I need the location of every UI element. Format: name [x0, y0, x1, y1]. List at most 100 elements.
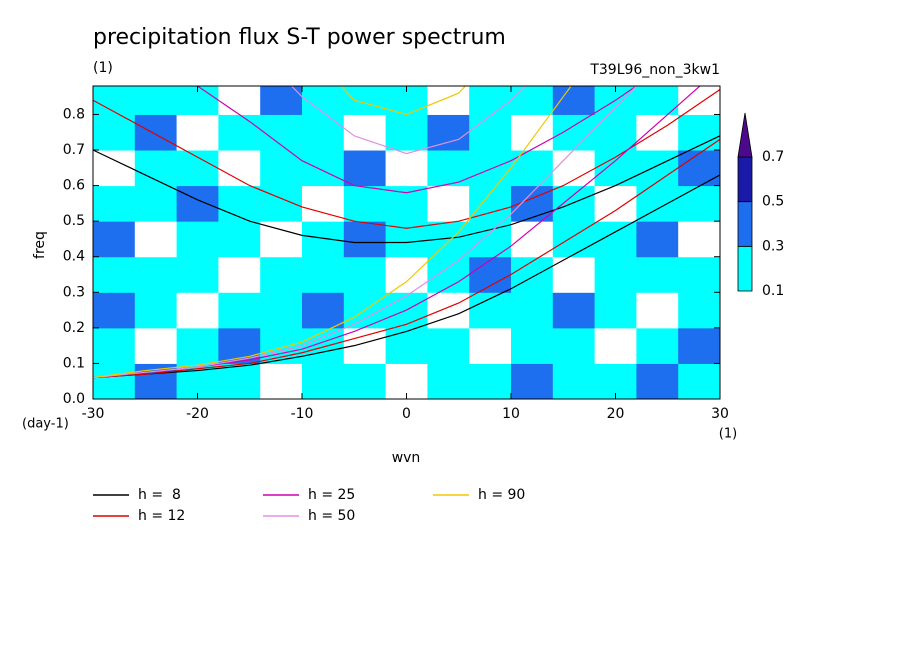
dispersion-curve — [93, 135, 720, 244]
field-cell — [302, 185, 345, 222]
colorbar-band — [737, 245, 753, 292]
field-cell — [93, 292, 136, 329]
x-tick-label: 0 — [402, 406, 411, 422]
field-cell — [594, 150, 637, 187]
field-cell — [511, 256, 554, 293]
field-cell — [469, 292, 512, 329]
curves — [93, 86, 720, 379]
field-cell — [93, 185, 136, 222]
field-cell — [678, 185, 720, 222]
legend-label: h = 12 — [138, 508, 185, 524]
field-cell — [636, 86, 679, 115]
y-tick-label: 0.5 — [63, 213, 85, 229]
field-cell — [176, 221, 219, 258]
field-cell — [218, 114, 261, 151]
field-cell — [260, 150, 303, 187]
field-cell — [636, 292, 679, 329]
field-cell — [636, 327, 679, 364]
field-cell — [134, 327, 178, 364]
x-tick-label: -30 — [82, 406, 105, 422]
field-cell — [218, 221, 261, 258]
field-cell — [469, 114, 512, 151]
legend-label: h = 8 — [138, 487, 181, 503]
colorbar-triangle — [737, 112, 753, 158]
field-cell — [469, 256, 512, 293]
field-cell — [469, 86, 512, 115]
x-tick-label: -20 — [186, 406, 209, 422]
field-cell — [176, 150, 219, 187]
chart-title: precipitation flux S-T power spectrum — [93, 25, 506, 50]
field-cell — [134, 221, 178, 258]
field-cell — [260, 327, 303, 364]
field-cell — [594, 292, 637, 329]
field-cell — [134, 86, 178, 115]
y-axis-label: freq — [32, 231, 48, 259]
field-cell — [93, 327, 136, 364]
field-cell — [469, 185, 512, 222]
subtitle: (1) — [93, 60, 113, 76]
field-cell — [93, 363, 136, 399]
field-cell — [385, 114, 428, 151]
axes: -30 -20 -10 0 10 20 30 0.0 0.1 0.2 0.3 0.4 0.5 0.6 0.7… — [63, 85, 784, 524]
y-tick-label: 0.1 — [63, 355, 85, 371]
y-tick-label: 0.4 — [63, 249, 85, 265]
field-cell — [385, 185, 428, 222]
y-tick-label: 0.2 — [63, 320, 85, 336]
field-cell — [552, 185, 596, 222]
field-cell — [427, 292, 470, 329]
field-cell — [636, 114, 679, 151]
field-cell — [343, 185, 387, 222]
field-cell — [93, 256, 136, 293]
field-cell — [218, 363, 261, 399]
x-tick-label: 20 — [607, 406, 625, 422]
field-cell — [678, 327, 720, 364]
field-cell — [218, 292, 261, 329]
field-cell — [176, 327, 219, 364]
field-cell — [594, 327, 637, 364]
field-cell — [552, 327, 596, 364]
dispersion-curve — [196, 86, 638, 194]
field-cell — [678, 363, 720, 399]
field-cell — [427, 363, 470, 399]
field-cell — [594, 256, 637, 293]
colorbar-label: 0.5 — [762, 194, 784, 210]
field-cell — [218, 185, 261, 222]
field-cell — [552, 363, 596, 399]
field-cell — [302, 292, 345, 329]
field-cell — [134, 114, 178, 151]
field-cell — [552, 292, 596, 329]
field-cell — [552, 114, 596, 151]
colorbar-band — [737, 201, 753, 247]
field-cell — [636, 256, 679, 293]
dispersion-curve — [93, 174, 720, 379]
field-cell — [134, 256, 178, 293]
field-cell — [176, 292, 219, 329]
field-cell — [93, 150, 136, 187]
field-cell — [302, 221, 345, 258]
field-cell — [93, 86, 136, 115]
field-cell — [594, 114, 637, 151]
y-tick-label: 0.0 — [63, 391, 85, 407]
field-cell — [511, 363, 554, 399]
field-cell — [93, 221, 136, 258]
field-cell — [260, 292, 303, 329]
colorbar-label: 0.1 — [762, 283, 784, 299]
field-cell — [678, 292, 720, 329]
field-cell — [343, 363, 387, 399]
x-tick-label: 30 — [711, 406, 729, 422]
field-cell — [218, 256, 261, 293]
colorbar-label: 0.7 — [762, 149, 784, 165]
field-cell — [636, 363, 679, 399]
run-label: T39L96_non_3kw1 — [589, 62, 720, 78]
field-cell — [469, 150, 512, 187]
y-tick-label: 0.8 — [63, 106, 85, 122]
colorbar-band — [737, 156, 753, 203]
field-cell — [678, 150, 720, 187]
field-cell — [427, 114, 470, 151]
field-cell — [218, 86, 261, 115]
field-cell — [636, 150, 679, 187]
field-cell — [385, 150, 428, 187]
field-cell — [469, 363, 512, 399]
field-cell — [511, 150, 554, 187]
